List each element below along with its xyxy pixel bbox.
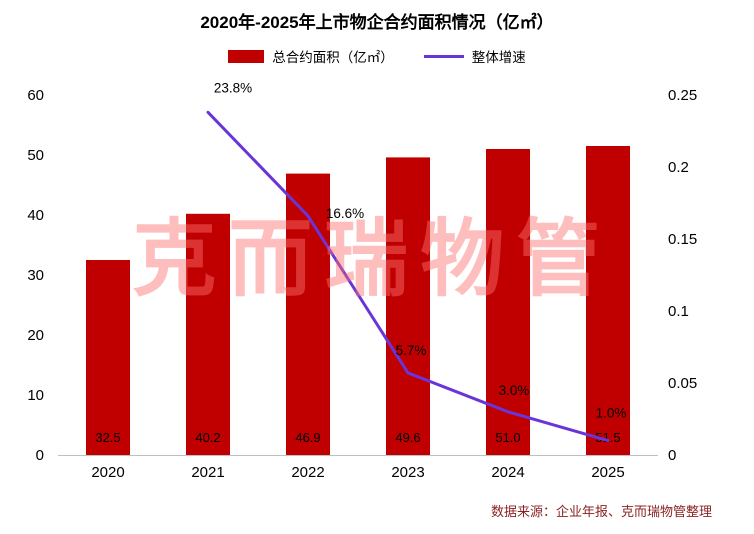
x-axis-label: 2024 — [491, 464, 524, 481]
bar-value-label: 46.9 — [295, 430, 320, 445]
right-axis-tick: 0.1 — [668, 303, 689, 320]
left-axis-tick: 10 — [27, 387, 44, 404]
left-axis-tick: 50 — [27, 147, 44, 164]
legend-item-line: 整体增速 — [423, 46, 526, 66]
legend-item-bar: 总合约面积（亿㎡） — [228, 46, 394, 66]
bar-2023 — [386, 157, 430, 455]
bar-value-label: 40.2 — [195, 430, 220, 445]
line-value-label: 1.0% — [596, 406, 627, 421]
x-axis-label: 2022 — [291, 464, 324, 481]
left-axis-tick: 0 — [36, 447, 44, 464]
line-value-label: 5.7% — [396, 343, 427, 358]
right-axis-tick: 0.25 — [668, 87, 697, 104]
line-value-label: 3.0% — [499, 383, 530, 398]
bar-2022 — [286, 173, 330, 455]
x-axis-label: 2025 — [591, 464, 624, 481]
left-axis-tick: 60 — [27, 87, 44, 104]
bar-value-label: 32.5 — [95, 430, 120, 445]
bar-value-label: 49.6 — [395, 430, 420, 445]
legend-label-line: 整体增速 — [471, 50, 526, 65]
source-note: 数据来源：企业年报、克而瑞物管整理 — [490, 504, 712, 519]
x-axis-label: 2020 — [91, 464, 124, 481]
right-axis-tick: 0 — [668, 447, 676, 464]
x-axis-label: 2021 — [191, 464, 224, 481]
right-axis-tick: 0.05 — [668, 375, 697, 392]
line-value-label: 16.6% — [326, 206, 364, 221]
bar-value-label: 51.0 — [495, 430, 520, 445]
legend-label-bar: 总合约面积（亿㎡） — [272, 50, 394, 65]
chart-title: 2020年-2025年上市物企合约面积情况（亿㎡） — [200, 13, 554, 32]
left-axis-tick: 20 — [27, 327, 44, 344]
bar-2025 — [586, 146, 630, 455]
bar-series-swatch — [228, 49, 265, 63]
left-axis-tick: 40 — [27, 207, 44, 224]
bar-2024 — [486, 149, 530, 455]
growth-line — [206, 110, 610, 443]
bar-2021 — [186, 213, 230, 455]
bar-value-label: 51.5 — [595, 430, 620, 445]
right-axis-tick: 0.15 — [668, 231, 697, 248]
bar-2020 — [86, 260, 130, 455]
line-value-label: 23.8% — [214, 80, 252, 95]
left-axis-tick: 30 — [27, 267, 44, 284]
line-series-swatch — [423, 54, 464, 58]
right-axis-tick: 0.2 — [668, 159, 689, 176]
x-axis-label: 2023 — [391, 464, 424, 481]
legend: 总合约面积（亿㎡） 整体增速 — [0, 46, 754, 66]
